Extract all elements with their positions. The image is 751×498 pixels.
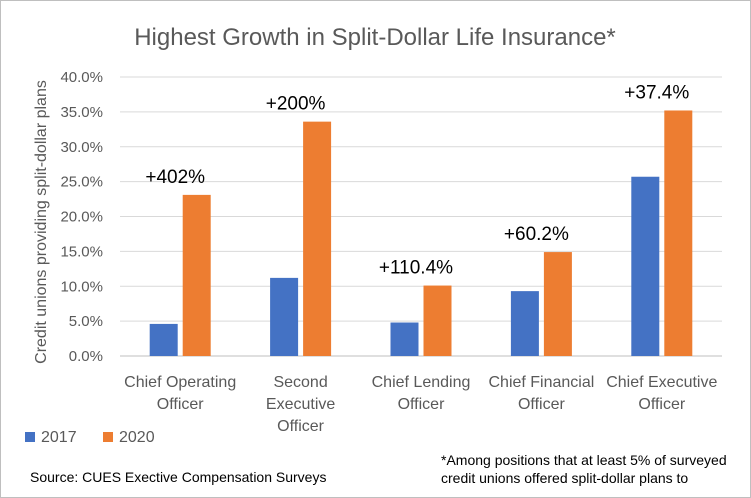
y-tick-label: 25.0% [60, 174, 103, 191]
legend-label: 2017 [41, 429, 77, 446]
x-tick-label: Executive [266, 396, 335, 413]
bar-2020 [303, 121, 332, 356]
y-tick-label: 30.0% [60, 139, 103, 156]
x-tick-label: Officer [518, 396, 566, 413]
growth-annotation: +37.4% [624, 82, 689, 103]
growth-annotation: +110.4% [379, 258, 453, 279]
legend-swatch-2017 [25, 432, 35, 442]
bar-2017 [631, 176, 660, 356]
y-tick-label: 15.0% [60, 243, 103, 260]
bar-2020 [543, 252, 572, 356]
x-tick-label: Officer [398, 396, 446, 413]
bar-2017 [149, 323, 178, 356]
x-tick-label: Chief Executive [606, 374, 717, 391]
footnote-line-1: *Among positions that at least 5% of sur… [441, 452, 727, 468]
source-note: Source: CUES Exective Compensation Surve… [30, 469, 326, 485]
x-tick-label: Officer [277, 418, 325, 435]
y-tick-label: 10.0% [60, 278, 103, 295]
bar-2020 [182, 194, 211, 356]
bar-2017 [390, 322, 419, 356]
x-tick-label: Chief Lending [372, 374, 471, 391]
x-tick-label: Second [273, 374, 327, 391]
x-tick-label: Chief Financial [488, 374, 594, 391]
x-tick-label: Officer [157, 396, 205, 413]
y-tick-label: 35.0% [60, 104, 103, 121]
x-tick-label: Officer [638, 396, 686, 413]
y-tick-label: 5.0% [69, 313, 103, 330]
growth-annotation: +402% [145, 167, 205, 188]
y-tick-label: 20.0% [60, 209, 103, 226]
x-tick-label: Chief Operating [124, 374, 236, 391]
growth-annotation: +60.2% [504, 224, 569, 245]
legend-label: 2020 [119, 429, 155, 446]
chart-title: Highest Growth in Split-Dollar Life Insu… [134, 24, 616, 51]
y-axis-label: Credit unions providing split-dollar pla… [33, 80, 50, 364]
bar-2017 [270, 277, 299, 356]
bar-2020 [423, 285, 452, 356]
growth-annotation: +200% [266, 94, 326, 115]
bar-2020 [664, 110, 693, 356]
bar-2017 [510, 291, 539, 356]
footnote-line-2: credit unions offered split-dollar plans… [441, 470, 688, 486]
y-tick-label: 40.0% [60, 69, 103, 86]
legend-swatch-2020 [103, 432, 113, 442]
y-tick-label: 0.0% [69, 348, 103, 365]
